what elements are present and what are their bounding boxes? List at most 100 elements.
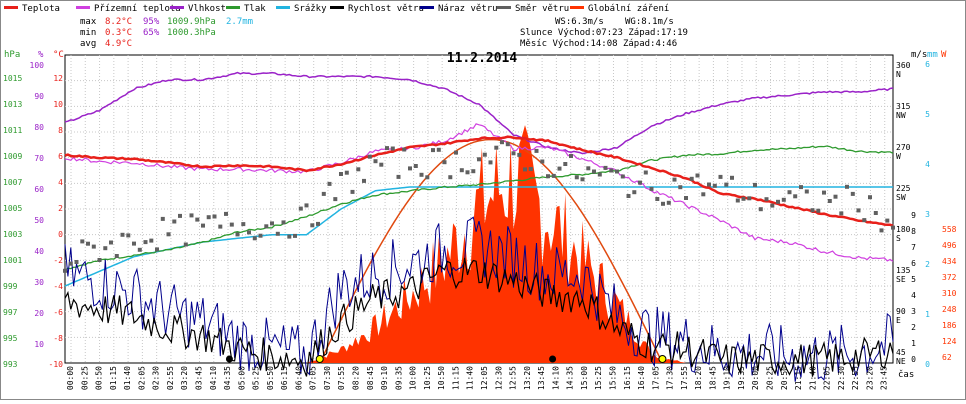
x-tick: 12:05 [480, 366, 489, 390]
wind-direction-point [511, 151, 516, 156]
series-ground-temp-line [64, 123, 894, 262]
x-tick: 15:50 [609, 366, 618, 390]
x-tick: 07:05 [309, 366, 318, 390]
wind-direction-point [477, 157, 481, 162]
wind-direction-point [827, 199, 832, 203]
x-tick: 18:45 [708, 366, 717, 390]
wind-direction-point [166, 232, 171, 237]
wind-direction-point [557, 166, 562, 171]
x-tick: 22:55 [851, 366, 860, 390]
legend-swatch [497, 6, 511, 9]
legend-swatch [330, 6, 344, 9]
wind-direction-point [730, 175, 734, 180]
legend-item: Přízemní teplota [76, 4, 181, 14]
hpa-tick: 1015 [3, 74, 22, 83]
stats-max-temp: 8.2°C [105, 17, 132, 27]
wind-direction-point [206, 215, 211, 220]
x-tick: 11:15 [451, 366, 460, 390]
wind-direction-point [505, 142, 510, 147]
c-tick: 4 [58, 178, 63, 187]
pct-tick: 100 [30, 61, 45, 70]
wind-direction-point [845, 184, 849, 189]
legend-label: Teplota [22, 4, 60, 14]
wind-direction-point [442, 160, 447, 165]
c-tick: -4 [53, 282, 63, 291]
mm-tick: 0 [925, 360, 930, 369]
legend-label: Globální záření [588, 4, 669, 14]
hpa-tick: 1003 [3, 230, 22, 239]
dir-tick-label: E [896, 316, 901, 325]
wind-direction-point [321, 191, 326, 196]
legend-swatch [76, 6, 90, 9]
wind-direction-point [609, 168, 614, 173]
w-tick: 558 [942, 225, 957, 234]
ms-tick: 0 [911, 355, 916, 364]
x-tick: 17:05 [651, 366, 660, 390]
wind-direction-point [638, 180, 642, 185]
wind-direction-point [615, 169, 619, 174]
x-tick: 06:40 [294, 366, 303, 390]
legend-item: Vlhkost [170, 4, 226, 14]
wind-direction-point [408, 166, 412, 171]
dir-tick-label: SE [896, 275, 906, 284]
wind-direction-point [574, 175, 579, 180]
wind-direction-point [287, 234, 292, 239]
x-tick: 00:50 [95, 366, 104, 390]
legend-item: Směr větru [497, 4, 569, 14]
x-tick: 03:20 [180, 366, 189, 390]
wind-direction-point [80, 239, 85, 244]
wind-direction-point [885, 218, 890, 223]
wind-direction-point [873, 211, 878, 215]
wind-direction-point [126, 233, 131, 238]
wind-direction-point [465, 170, 470, 175]
legend-item: Rychlost větru [330, 4, 424, 14]
stats-min-press: 1000.3hPa [167, 28, 216, 38]
legend-swatch [570, 6, 584, 9]
w-tick: 124 [942, 337, 957, 346]
pct-tick: 30 [34, 278, 44, 287]
wind-direction-point [770, 203, 775, 208]
w-tick: 372 [942, 273, 957, 282]
legend-label: Rychlost větru [348, 4, 424, 14]
c-tick: 0 [58, 230, 63, 239]
legend-label: Přízemní teplota [94, 4, 181, 14]
wind-direction-point [178, 213, 182, 218]
hpa-unit: hPa [4, 50, 20, 60]
wind-direction-point [563, 162, 568, 166]
wind-direction-point [413, 164, 418, 168]
stats-max-label: max [80, 17, 97, 27]
wind-direction-point [833, 194, 838, 199]
x-tick: 09:10 [380, 366, 389, 390]
moonrise-marker [549, 355, 557, 363]
x-tick: 02:05 [137, 366, 146, 390]
pct-tick: 90 [34, 92, 44, 101]
x-tick: 13:45 [537, 366, 546, 390]
wind-direction-point [856, 208, 861, 213]
wind-direction-point [143, 240, 148, 245]
wind-direction-point [649, 186, 654, 191]
wind-direction-point [517, 152, 522, 157]
wind-direction-point [298, 206, 303, 211]
hpa-tick: 997 [3, 308, 18, 317]
wind-direction-point [304, 203, 309, 208]
legend-swatch [226, 6, 240, 9]
sunset-marker [658, 355, 667, 363]
wind-direction-point [172, 219, 177, 224]
c-tick: 2 [58, 204, 63, 213]
wind-direction-point [373, 159, 378, 164]
x-tick: 14:35 [566, 366, 575, 390]
hpa-tick: 1009 [3, 152, 22, 161]
x-tick: 19:10 [723, 366, 732, 390]
x-tick: 21:40 [808, 366, 817, 390]
wind-direction-point [281, 220, 286, 225]
x-tick: 20:00 [751, 366, 760, 390]
wind-direction-point [758, 207, 763, 212]
w-tick: 434 [942, 257, 957, 266]
legend-label: Směr větru [515, 4, 569, 14]
wind-direction-point [712, 183, 717, 188]
dir-tick-label: NW [896, 111, 906, 120]
x-tick: 08:20 [352, 366, 361, 390]
wind-direction-point [339, 172, 343, 176]
wind-direction-point [344, 170, 349, 175]
wind-direction-point [120, 232, 125, 237]
